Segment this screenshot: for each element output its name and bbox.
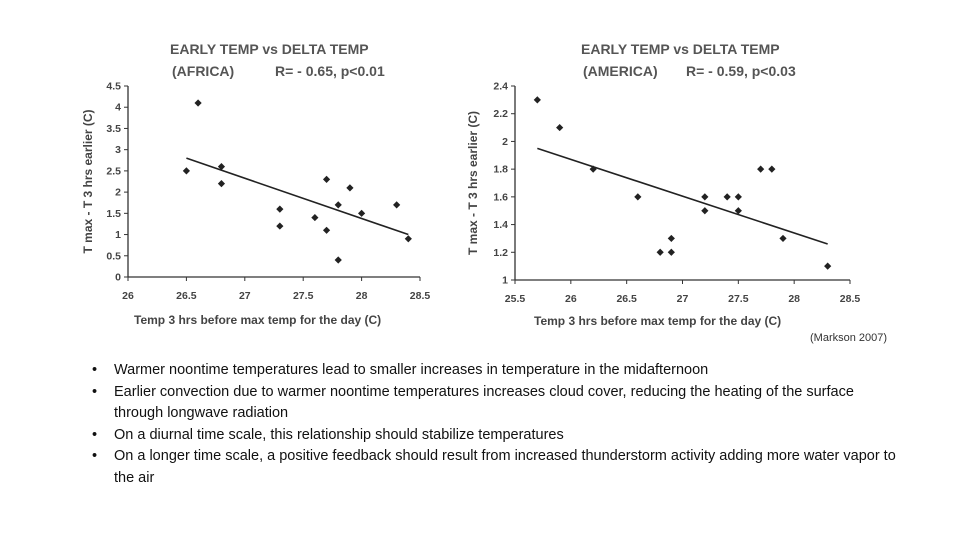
- data-point: [311, 213, 319, 222]
- data-point: [358, 209, 366, 217]
- x-tick-label: 28: [356, 290, 368, 302]
- x-tick-label: 27: [677, 293, 689, 305]
- data-point: [556, 123, 564, 132]
- y-tick-label: 2.5: [106, 165, 121, 177]
- data-point: [824, 262, 832, 270]
- data-point: [276, 205, 284, 213]
- x-tick-label: 28: [788, 293, 800, 305]
- y-axis-label: T max - T 3 hrs earlier (C): [466, 111, 480, 255]
- data-point: [701, 193, 709, 201]
- data-point: [322, 175, 331, 183]
- chart-subtitle-region: (AMERICA): [583, 63, 658, 79]
- chart-title: EARLY TEMP vs DELTA TEMP: [581, 41, 780, 57]
- x-tick-label: 25.5: [505, 293, 526, 305]
- y-tick-label: 1: [115, 229, 121, 241]
- data-point: [334, 256, 342, 264]
- x-tick-label: 26.5: [176, 290, 197, 302]
- data-point: [334, 201, 342, 209]
- chart-subtitle-stat: R= - 0.59, p<0.03: [686, 63, 796, 79]
- bullet-item: • On a longer time scale, a positive feed…: [92, 446, 902, 489]
- data-point: [734, 193, 742, 201]
- y-tick-label: 2.4: [493, 81, 508, 93]
- data-point: [656, 248, 664, 256]
- trend-line: [537, 147, 828, 245]
- y-tick-label: 0.5: [106, 250, 121, 262]
- data-point: [768, 165, 776, 173]
- y-tick-label: 1.6: [493, 191, 508, 203]
- y-tick-label: 1.4: [493, 219, 508, 231]
- trend-line: [186, 157, 409, 236]
- bullet-item: • Earlier convection due to warmer noonti…: [92, 382, 902, 425]
- data-point: [276, 222, 284, 230]
- x-tick-label: 28.5: [840, 293, 861, 305]
- data-point: [779, 234, 787, 243]
- y-tick-label: 3.5: [106, 123, 121, 135]
- bullet-text: Earlier convection due to warmer noontim…: [114, 383, 854, 422]
- y-tick-label: 2.2: [493, 108, 508, 120]
- x-tick-label: 27: [239, 290, 251, 302]
- x-tick-label: 26: [122, 290, 134, 302]
- bullet-glyph: •: [92, 362, 98, 378]
- data-point: [667, 248, 675, 256]
- bullet-glyph: •: [92, 383, 98, 400]
- data-point: [404, 235, 412, 243]
- x-tick-label: 26.5: [616, 293, 637, 305]
- data-point: [634, 193, 642, 201]
- chart-subtitle-stat: R= - 0.65, p<0.01: [275, 63, 385, 79]
- y-tick-label: 1.5: [106, 208, 121, 220]
- data-point: [723, 193, 731, 201]
- y-tick-label: 1: [502, 275, 508, 287]
- y-tick-label: 1.2: [493, 247, 508, 259]
- x-tick-label: 26: [565, 293, 577, 305]
- y-tick-label: 1.8: [493, 164, 508, 176]
- bullet-text: On a longer time scale, a positive feedb…: [114, 448, 896, 486]
- bullet-list: • Warmer noontime temperatures lead to sm…: [92, 360, 902, 489]
- y-tick-label: 2: [115, 187, 121, 199]
- data-point: [757, 165, 765, 173]
- chart-svg: EARLY TEMP vs DELTA TEMP (AFRICA) R= - 0.6…: [81, 41, 431, 327]
- chart-subtitle-region: (AFRICA): [172, 63, 234, 79]
- data-point: [346, 184, 354, 192]
- bullet-glyph: •: [92, 448, 98, 464]
- bullet-item: • On a diurnal time scale, this relations…: [92, 425, 902, 447]
- y-tick-label: 3: [115, 144, 121, 156]
- bullet-glyph: •: [92, 426, 98, 443]
- x-axis-label: Temp 3 hrs before max temp for the day (…: [134, 313, 381, 327]
- data-point: [533, 96, 541, 104]
- data-point: [194, 99, 202, 107]
- data-point: [217, 180, 226, 188]
- data-point: [701, 207, 709, 215]
- y-tick-label: 4: [115, 102, 121, 114]
- chart-svg: EARLY TEMP vs DELTA TEMP (AMERICA) R= - 0.…: [466, 41, 861, 328]
- data-point: [322, 226, 331, 234]
- data-point: [734, 207, 742, 215]
- x-tick-label: 27.5: [728, 293, 749, 305]
- chart-america: EARLY TEMP vs DELTA TEMP (AMERICA) R= - 0.…: [460, 0, 880, 335]
- chart-africa: EARLY TEMP vs DELTA TEMP (AFRICA) R= - 0.6…: [70, 0, 460, 335]
- bullet-item: • Warmer noontime temperatures lead to sm…: [92, 360, 902, 382]
- x-axis-label: Temp 3 hrs before max temp for the day (…: [534, 314, 781, 328]
- bullet-text: On a diurnal time scale, this relationsh…: [114, 426, 564, 443]
- x-tick-label: 28.5: [410, 290, 431, 302]
- bullet-text: Warmer noontime temperatures lead to sma…: [114, 362, 709, 378]
- y-tick-label: 2: [502, 136, 508, 148]
- data-point: [182, 167, 190, 175]
- citation: (Markson 2007): [810, 332, 888, 344]
- data-point: [667, 234, 675, 243]
- chart-title: EARLY TEMP vs DELTA TEMP: [170, 41, 369, 57]
- y-axis-label: T max - T 3 hrs earlier (C): [81, 109, 95, 253]
- y-tick-label: 4.5: [106, 81, 121, 93]
- x-tick-label: 27.5: [293, 290, 314, 302]
- data-point: [217, 163, 226, 171]
- y-tick-label: 0: [115, 272, 121, 284]
- data-point: [393, 201, 401, 209]
